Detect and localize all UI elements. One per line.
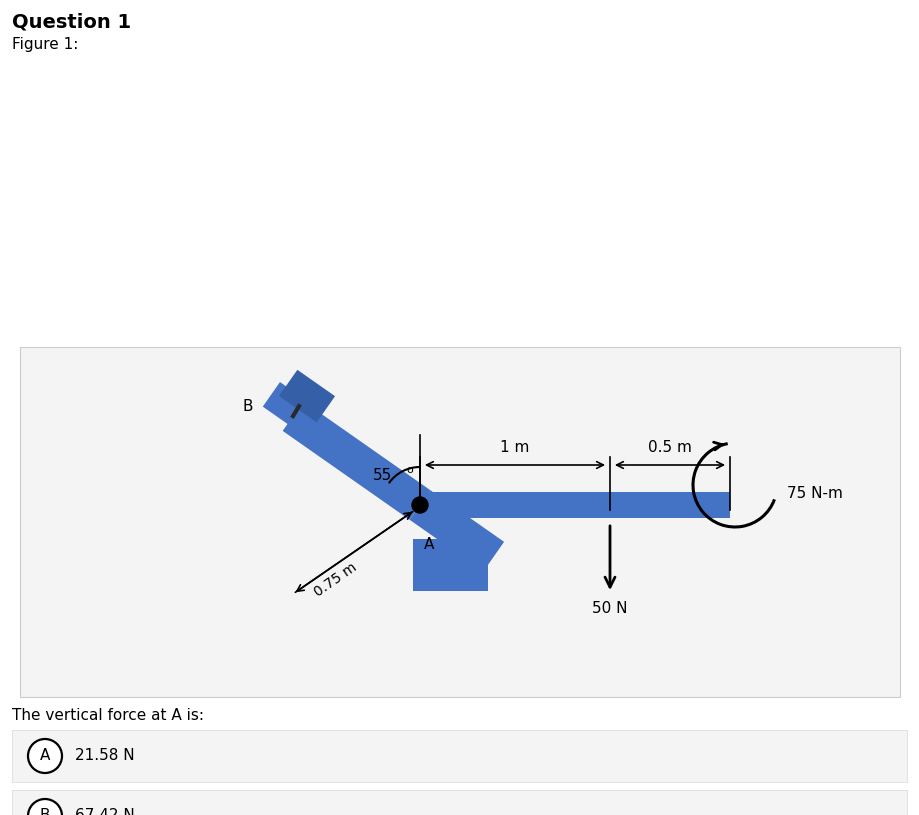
FancyBboxPatch shape	[12, 730, 907, 782]
Text: 50 N: 50 N	[592, 601, 628, 616]
Polygon shape	[263, 382, 319, 434]
Text: 67.42 N: 67.42 N	[75, 808, 135, 815]
Text: 75 N-m: 75 N-m	[787, 486, 843, 500]
Text: 0.5 m: 0.5 m	[648, 440, 692, 455]
Text: 0.75 m: 0.75 m	[312, 560, 360, 599]
Text: 21.58 N: 21.58 N	[75, 748, 134, 764]
Circle shape	[412, 497, 428, 513]
FancyBboxPatch shape	[20, 347, 900, 697]
FancyBboxPatch shape	[12, 790, 907, 815]
Text: 55: 55	[373, 468, 392, 483]
Text: Figure 1:: Figure 1:	[12, 37, 78, 52]
Text: A: A	[40, 748, 51, 764]
Circle shape	[28, 739, 62, 773]
Text: 1 m: 1 m	[500, 440, 529, 455]
Text: o: o	[406, 465, 413, 475]
Polygon shape	[279, 370, 335, 422]
Text: Question 1: Question 1	[12, 12, 131, 31]
Bar	[413, 539, 487, 591]
Bar	[415, 492, 730, 518]
Circle shape	[28, 799, 62, 815]
Text: B: B	[243, 399, 253, 413]
Text: B: B	[40, 808, 51, 815]
Text: A: A	[424, 537, 435, 552]
Text: The vertical force at A is:: The vertical force at A is:	[12, 708, 204, 723]
